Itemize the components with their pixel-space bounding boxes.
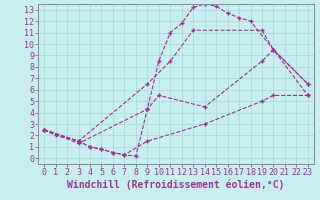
X-axis label: Windchill (Refroidissement éolien,°C): Windchill (Refroidissement éolien,°C) xyxy=(67,180,285,190)
